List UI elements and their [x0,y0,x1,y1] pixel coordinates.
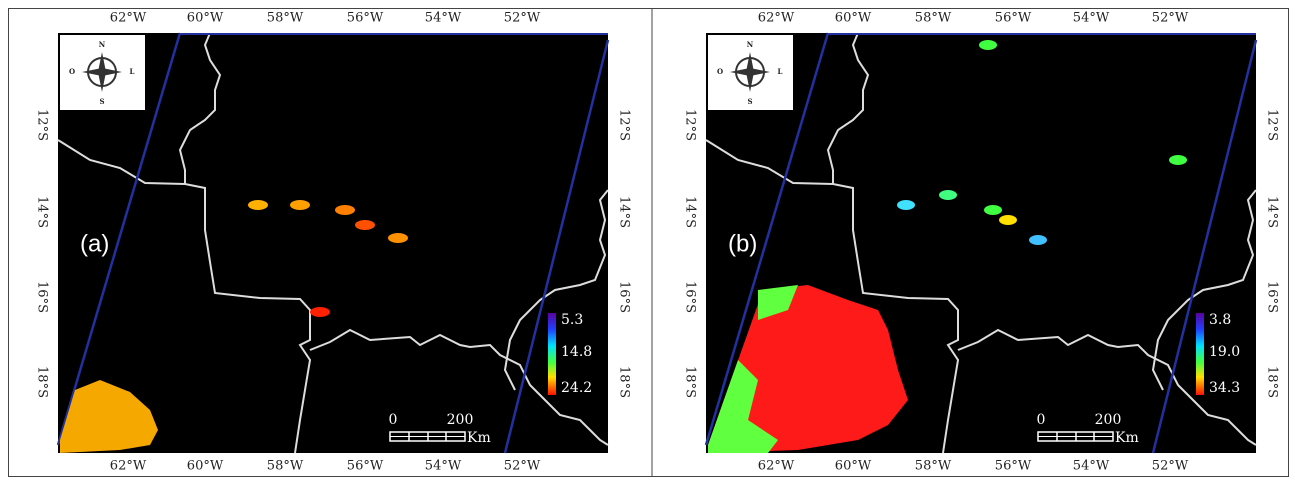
lat-label: 18°S [1265,366,1280,398]
colorbar-label: 3.8 [1209,312,1231,328]
swath-edge [704,32,830,446]
lon-label: 52°W [504,459,541,474]
compass-letter: L [130,67,135,76]
lat-label: 12°S [617,109,632,141]
swath-edge [1151,39,1258,454]
country-border [705,139,960,454]
lat-label: 14°S [683,196,698,228]
country-border [957,328,1257,446]
lat-label: 16°S [683,281,698,313]
lon-label: 56°W [347,11,384,26]
country-border [57,139,312,454]
colorbar [1196,313,1204,395]
lon-label: 60°W [835,11,872,26]
compass-letter: S [747,97,752,106]
country-border [309,328,609,446]
fire-area [758,285,798,320]
lon-label: 54°W [425,459,462,474]
country-border [178,32,222,184]
fire-cluster [979,40,997,50]
compass-needle [730,52,770,92]
map-panel: N O L S 62°W 62°W 60°W 60°W 58°W 58°W 56°W 56°W 54°W… [683,11,1280,474]
fire-cluster [999,215,1017,225]
scale-label: 200 [447,412,474,428]
lon-label: 56°W [995,11,1032,26]
scale-label: 0 [1037,412,1046,428]
fire-area [708,360,778,453]
panel-label: (b) [728,230,757,257]
lon-label: 62°W [758,11,795,26]
compass-letter: N [99,40,106,49]
colorbar-label: 14.8 [561,344,592,360]
fire-cluster [310,307,330,317]
compass-needle [82,52,122,92]
scale-label: 0 [389,412,398,428]
scale-label: 200 [1095,412,1122,428]
lon-label: 58°W [915,459,952,474]
fire-cluster [1169,155,1187,165]
compass-letter: O [717,67,723,76]
map-panel: N O L S 62°W 62°W 60°W 60°W 58°W 58°W 56°W 56°W 54°W… [35,11,632,474]
lat-label: 16°S [617,281,632,313]
fire-cluster [248,200,268,210]
lat-label: 16°S [1265,281,1280,313]
colorbar-label: 5.3 [561,312,583,328]
lon-label: 58°W [267,11,304,26]
lon-label: 52°W [1152,459,1189,474]
scale-unit: Km [1115,430,1139,446]
lon-label: 56°W [995,459,1032,474]
country-border [503,189,609,391]
colorbar [548,313,556,395]
swath-edge [503,39,610,454]
fire-area [60,380,158,453]
fire-cluster [388,233,408,243]
lon-label: 62°W [110,459,147,474]
compass-letter: N [747,40,754,49]
lat-label: 18°S [683,366,698,398]
lon-label: 54°W [1073,459,1110,474]
lat-label: 12°S [683,109,698,141]
lat-label: 18°S [35,366,50,398]
fire-cluster [290,200,310,210]
lat-label: 14°S [617,196,632,228]
fire-cluster [355,220,375,230]
fire-cluster [939,190,957,200]
lon-label: 60°W [835,459,872,474]
lon-label: 62°W [758,459,795,474]
compass-letter: L [778,67,783,76]
lat-label: 16°S [35,281,50,313]
lon-label: 58°W [915,11,952,26]
fire-cluster [897,200,915,210]
lat-label: 14°S [35,196,50,228]
fire-cluster [984,205,1002,215]
lat-label: 12°S [1265,109,1280,141]
lon-label: 54°W [425,11,462,26]
colorbar-label: 34.3 [1209,380,1240,396]
colorbar-label: 24.2 [561,380,592,396]
scale-unit: Km [467,430,491,446]
lat-label: 12°S [35,109,50,141]
colorbar-label: 19.0 [1209,344,1240,360]
country-border [1151,189,1257,391]
lon-label: 62°W [110,11,147,26]
lat-label: 14°S [1265,196,1280,228]
lon-label: 56°W [347,459,384,474]
swath-edge [56,32,182,446]
lon-label: 60°W [187,459,224,474]
lon-label: 60°W [187,11,224,26]
lon-label: 58°W [267,459,304,474]
lon-label: 52°W [504,11,541,26]
fire-cluster [335,205,355,215]
map-area [58,33,608,453]
lon-label: 54°W [1073,11,1110,26]
lon-label: 52°W [1152,11,1189,26]
lat-label: 18°S [617,366,632,398]
compass-letter: O [69,67,75,76]
compass-letter: S [99,97,104,106]
panel-label: (a) [80,230,109,257]
country-border [826,32,870,184]
fire-area [708,285,908,453]
fire-cluster [1029,235,1047,245]
